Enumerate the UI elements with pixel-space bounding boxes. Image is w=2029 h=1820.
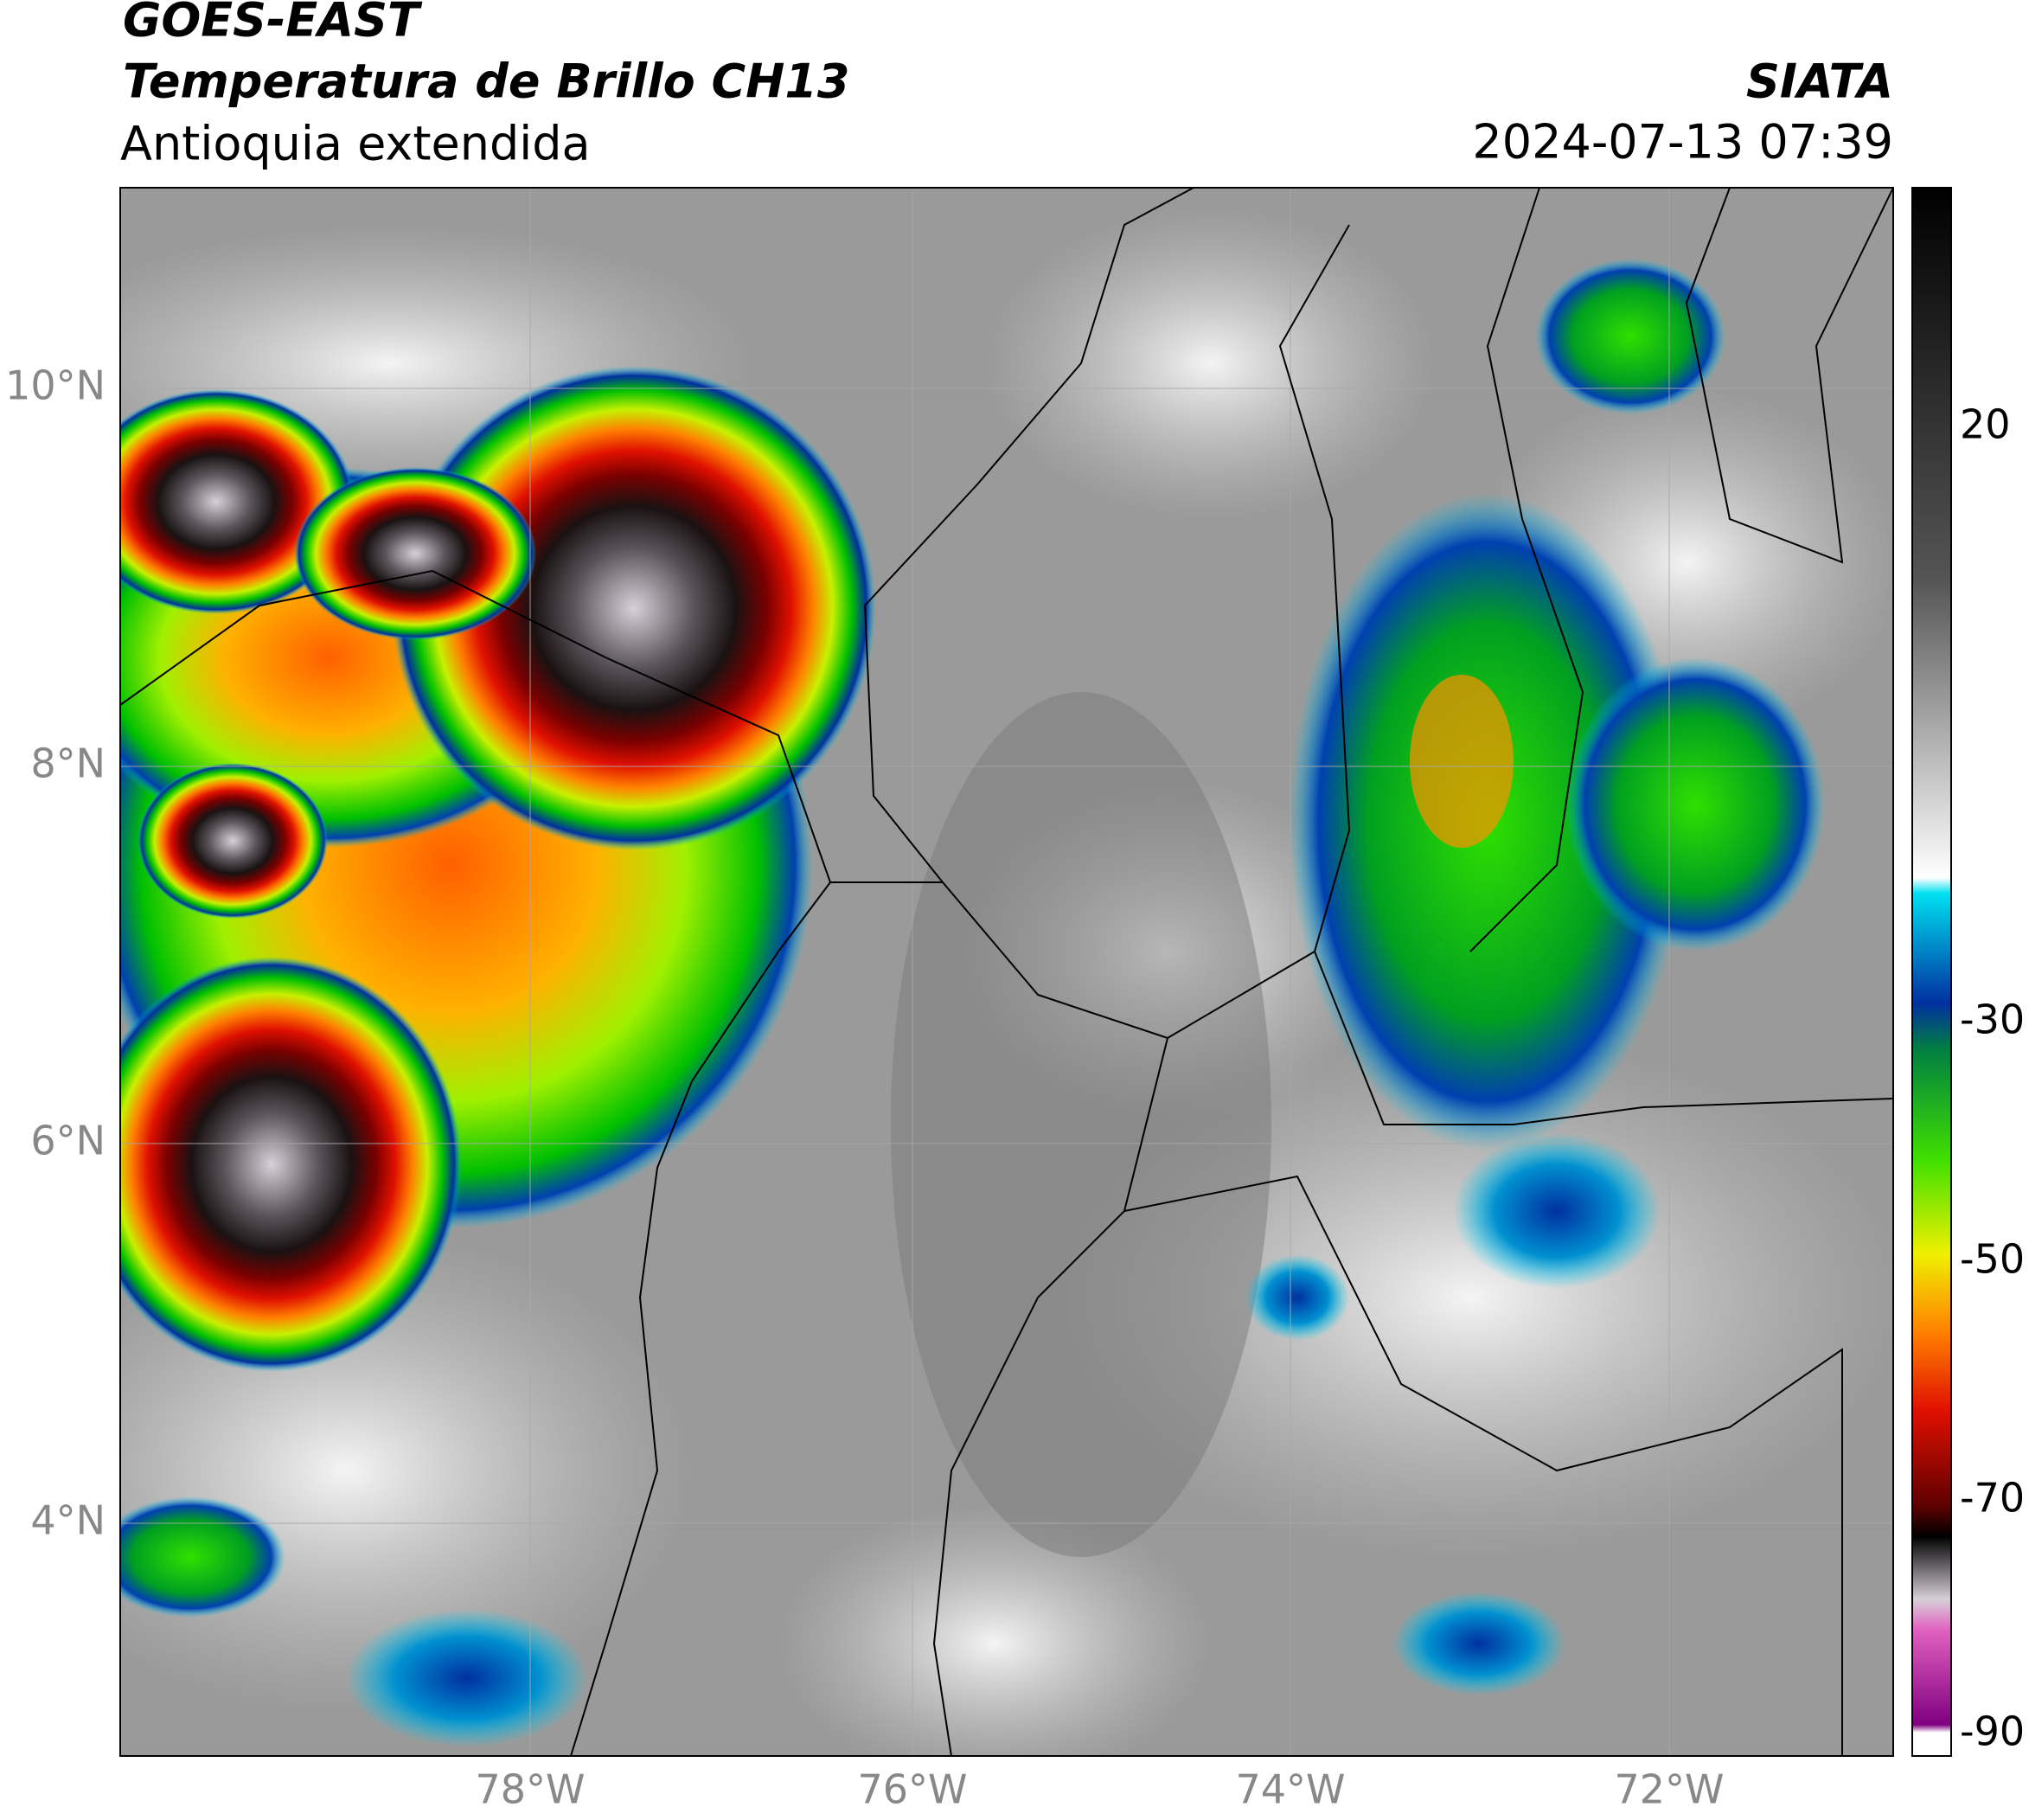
colorbar-tick: 20 bbox=[1960, 401, 2011, 448]
region: Antioquia extendida bbox=[120, 117, 591, 171]
lon-label: 76°W bbox=[857, 1766, 967, 1813]
datetime: 2024-07-13 07:39 bbox=[1472, 115, 1893, 170]
lon-label: 74°W bbox=[1235, 1766, 1345, 1813]
colorbar-tick: -90 bbox=[1960, 1708, 2025, 1755]
lat-label: 8°N bbox=[30, 740, 106, 787]
satellite-image bbox=[120, 188, 1893, 1756]
lat-label: 4°N bbox=[30, 1497, 106, 1544]
colorbar-tick: -30 bbox=[1960, 997, 2025, 1043]
colorbar-tick: -70 bbox=[1960, 1475, 2025, 1522]
lon-label: 78°W bbox=[475, 1766, 585, 1813]
subtitle: Temperatura de Brillo CH13 bbox=[123, 54, 850, 109]
colorbar-tick: -50 bbox=[1960, 1236, 2025, 1283]
lat-label: 6°N bbox=[30, 1118, 106, 1164]
source: SIATA bbox=[1746, 54, 1893, 109]
lat-label: 10°N bbox=[5, 362, 106, 409]
lon-label: 72°W bbox=[1614, 1766, 1724, 1813]
map-frame bbox=[119, 187, 1894, 1757]
colorbar bbox=[1911, 187, 1952, 1757]
title: GOES-EAST bbox=[123, 0, 423, 48]
